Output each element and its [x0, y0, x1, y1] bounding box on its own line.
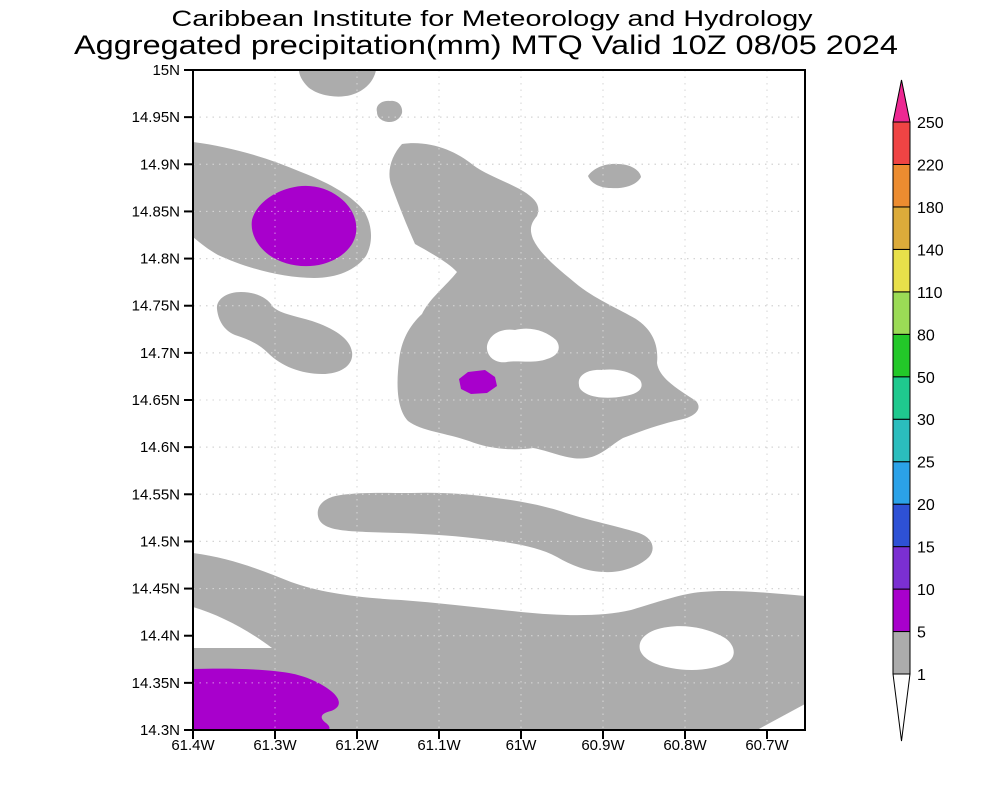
y-tick-label-14.45N: 14.45N: [132, 581, 180, 598]
y-tick-label-14.4N: 14.4N: [140, 628, 180, 645]
colorbar-label-50: 50: [917, 370, 935, 387]
colorbar-arrow-top: [892, 79, 911, 123]
contour-region-central-hole-east: [578, 369, 642, 398]
y-tick-label-14.8N: 14.8N: [140, 251, 180, 268]
y-tick-label-14.85N: 14.85N: [132, 203, 180, 220]
y-tick-label-14.9N: 14.9N: [140, 156, 180, 173]
contour-region-southwest-core: [193, 668, 339, 730]
colorbar-label-20: 20: [917, 497, 935, 514]
contour-region-band-14p5n: [317, 492, 653, 573]
y-tick-label-14.3N: 14.3N: [140, 722, 180, 739]
y-tick-label-15N: 15N: [152, 62, 180, 79]
contour-region-west-core-14p85n: [251, 185, 357, 267]
contour-region-central-hole-west: [486, 328, 559, 363]
colorbar-label-15: 15: [917, 540, 935, 557]
contour-region-south-mass: [193, 553, 805, 730]
colorbar-label-5: 5: [917, 625, 926, 642]
y-tick-label-14.65N: 14.65N: [132, 392, 180, 409]
x-tick-label-61W: 61W: [506, 737, 538, 754]
contour-region-south-left-notch: [193, 607, 272, 648]
y-tick-label-14.75N: 14.75N: [132, 298, 180, 315]
x-tick-label-60.9W: 60.9W: [581, 737, 625, 754]
colorbar-label-140: 140: [917, 242, 944, 259]
colorbar-segment-30-50: [892, 376, 911, 420]
colorbar-label-25: 25: [917, 455, 935, 472]
colorbar-label-80: 80: [917, 327, 935, 344]
colorbar-label-30: 30: [917, 412, 935, 429]
contour-region-north-small-blob: [376, 100, 403, 123]
colorbar-label-220: 220: [917, 157, 944, 174]
y-tick-label-14.95N: 14.95N: [132, 109, 180, 126]
colorbar-segment-20-25: [892, 461, 911, 505]
y-tick-label-14.5N: 14.5N: [140, 533, 180, 550]
colorbar-label-110: 110: [917, 285, 943, 302]
colorbar-segment-110-140: [892, 248, 911, 293]
colorbar-label-180: 180: [917, 200, 944, 217]
x-tick-label-61.2W: 61.2W: [335, 737, 379, 754]
gridlines-over: [193, 70, 805, 730]
contour-fill-regions: [193, 70, 805, 730]
colorbar-arrow-bottom: [892, 673, 911, 742]
colorbar-segment-25-30: [892, 418, 911, 463]
x-tick-label-61.1W: 61.1W: [417, 737, 461, 754]
colorbar-segment-220-250: [892, 121, 911, 165]
colorbar-segment-10-15: [892, 546, 911, 590]
colorbar-segment-1-5: [892, 631, 911, 675]
contour-region-southeast-corner-notch: [757, 704, 805, 730]
contour-region-north-edge-blob: [299, 70, 376, 97]
y-tick-label-14.7N: 14.7N: [140, 345, 180, 362]
colorbar-segment-15-20: [892, 503, 911, 548]
contour-region-central-mass: [389, 143, 699, 459]
contour-region-south-hole-60p8w: [639, 626, 734, 670]
contour-region-west-kidney-14p75n: [216, 292, 353, 374]
chart-title-line1: Caribbean Institute for Meteorology and …: [172, 6, 813, 31]
colorbar-segment-50-80: [892, 333, 911, 378]
colorbar-segment-5-10: [892, 588, 911, 633]
colorbar-label-250: 250: [917, 115, 944, 132]
y-tick-label-14.6N: 14.6N: [140, 439, 180, 456]
x-tick-label-61.3W: 61.3W: [253, 737, 297, 754]
y-tick-label-14.35N: 14.35N: [132, 675, 180, 692]
colorbar-label-1: 1: [917, 667, 926, 684]
y-tick-label-14.55N: 14.55N: [132, 486, 180, 503]
chart-title-line2: Aggregated precipitation(mm) MTQ Valid 1…: [74, 30, 898, 60]
x-tick-label-60.7W: 60.7W: [745, 737, 789, 754]
colorbar-label-10: 10: [917, 582, 935, 599]
x-tick-label-61.4W: 61.4W: [171, 737, 215, 754]
contour-region-east-lens-14p9n: [588, 163, 641, 189]
x-tick-label-60.8W: 60.8W: [663, 737, 707, 754]
contour-region-central-core-14p67n: [459, 370, 497, 394]
axes: 61.4W 61.3W 61.2W 61.1W 61W 60.9W 60.8W 60.7W 15…: [132, 62, 790, 754]
colorbar-segment-80-110: [892, 291, 911, 335]
colorbar-segment-140-180: [892, 206, 911, 250]
colorbar-segment-180-220: [892, 163, 911, 208]
